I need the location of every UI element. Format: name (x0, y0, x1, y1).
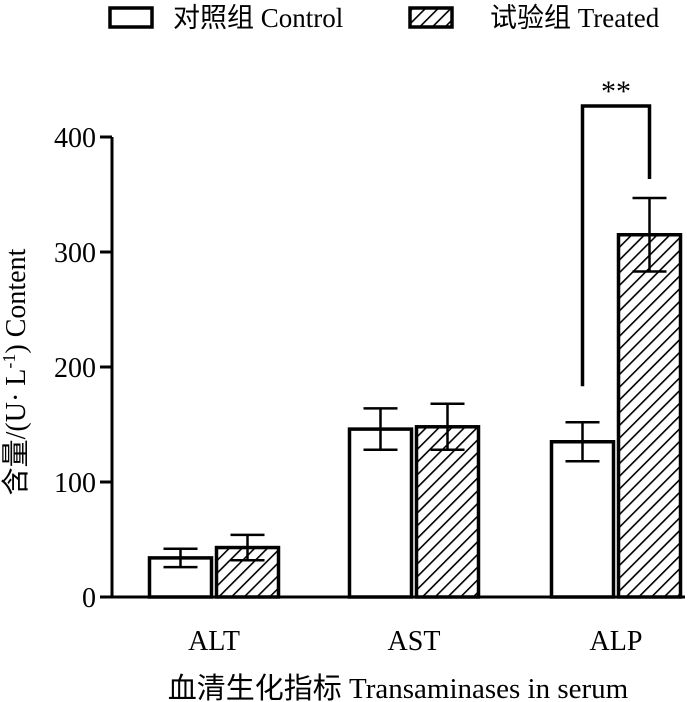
x-tick-label-alp: ALP (590, 626, 643, 657)
significance-bracket-line (580, 104, 652, 387)
significance-label: ** (601, 75, 631, 108)
y-axis-label-superscript: -1 (0, 354, 19, 369)
bars (147, 233, 683, 599)
legend-label-treated: 试验组 Treated (490, 3, 660, 33)
legend-swatch-control (108, 6, 154, 29)
y-ticks: 0 100 200 300 400 (54, 123, 112, 614)
x-tick-labels: ALT AST ALP (188, 626, 642, 657)
x-tick-label-alt: ALT (188, 626, 240, 657)
error-bars (163, 196, 667, 569)
y-tick-label: 100 (54, 468, 96, 499)
significance-bracket: ** (580, 75, 652, 387)
y-tick-label: 200 (54, 353, 96, 384)
y-tick-label: 0 (82, 583, 96, 614)
legend-swatch-treated (408, 6, 454, 29)
x-axis-label: 血清生化指标 Transaminases in serum (168, 672, 629, 702)
y-axis-label-end: ) Content (1, 248, 32, 353)
legend: 对照组 Control 试验组 Treated (108, 3, 660, 33)
y-axis-label-main: 含量/(U· L (0, 369, 32, 496)
bar-alp-control (549, 440, 616, 599)
y-axis-label: 含量/(U· L-1) Content (0, 248, 32, 495)
x-tick-label-ast: AST (388, 626, 441, 657)
y-tick-label: 400 (54, 123, 96, 154)
bar-alp-treated (616, 233, 683, 599)
legend-label-control: 对照组 Control (173, 3, 343, 33)
y-tick-label: 300 (54, 238, 96, 269)
bar-ast-control (347, 427, 414, 599)
bar-ast-treated (414, 425, 481, 599)
